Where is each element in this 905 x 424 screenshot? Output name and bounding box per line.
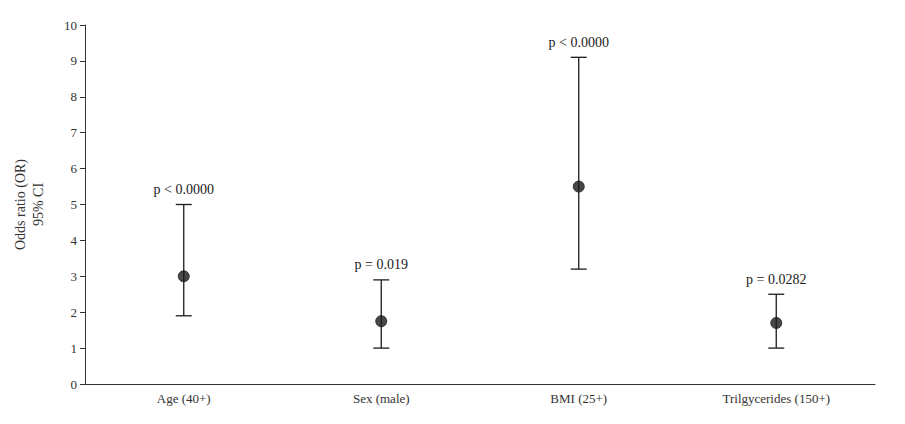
svg-text:1: 1 [71,341,78,356]
svg-text:p = 0.0282: p = 0.0282 [746,272,806,287]
svg-text:2: 2 [71,305,78,320]
svg-text:p < 0.0000: p < 0.0000 [549,35,609,50]
svg-text:9: 9 [71,53,78,68]
svg-text:7: 7 [71,125,78,140]
svg-text:0: 0 [71,377,78,392]
svg-text:Trilgycerides (150+): Trilgycerides (150+) [722,391,830,406]
svg-text:3: 3 [71,269,78,284]
svg-text:10: 10 [64,18,77,33]
svg-text:Sex (male): Sex (male) [353,391,410,406]
svg-text:4: 4 [71,233,78,248]
svg-text:95% CI: 95% CI [31,183,46,227]
svg-text:Age (40+): Age (40+) [157,391,211,406]
svg-text:Odds ratio (OR): Odds ratio (OR) [13,159,29,250]
svg-text:p = 0.019: p = 0.019 [355,257,408,272]
svg-text:5: 5 [71,197,78,212]
svg-text:p < 0.0000: p < 0.0000 [154,182,214,197]
svg-text:6: 6 [71,161,78,176]
svg-text:BMI (25+): BMI (25+) [550,391,607,406]
svg-text:8: 8 [71,89,78,104]
